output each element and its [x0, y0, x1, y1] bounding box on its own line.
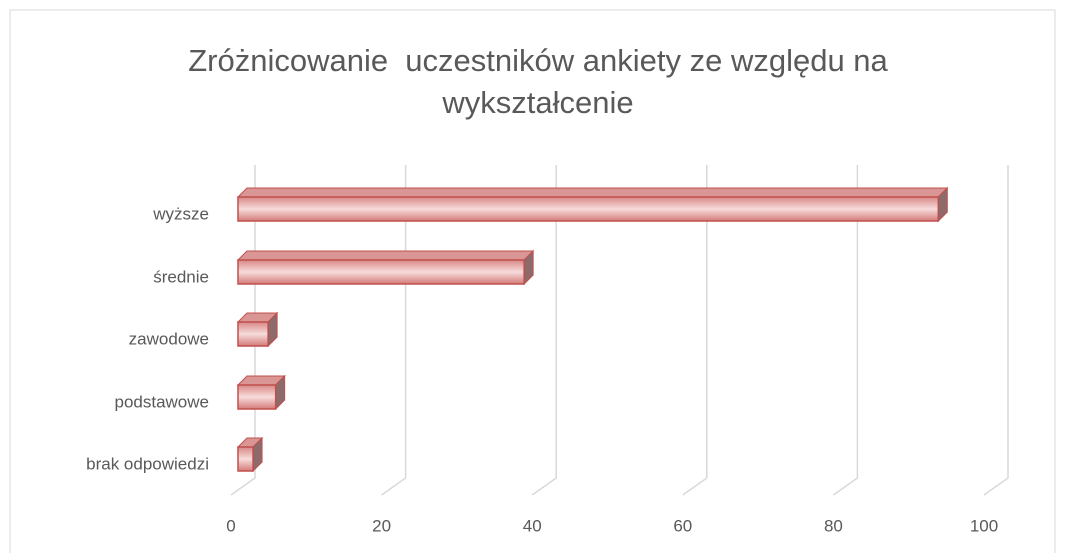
- y-tick-label: podstawowe: [114, 392, 209, 411]
- grid-line: [682, 165, 708, 496]
- bar-front: [237, 321, 269, 347]
- bar: [236, 311, 279, 348]
- x-tick-label: 60: [673, 516, 692, 535]
- y-tick-label: zawodowe: [129, 329, 209, 348]
- bar-front: [237, 446, 254, 472]
- grid-line: [832, 165, 859, 496]
- bar-front: [237, 259, 525, 285]
- grid-line: [983, 165, 1009, 496]
- x-tick-label: 0: [226, 516, 235, 535]
- x-tick-label: 20: [372, 516, 391, 535]
- chart-border: [9, 9, 1056, 553]
- chart-title: Zróżnicowanie uczestników ankiety ze wzg…: [188, 43, 897, 120]
- x-tick-label: 100: [970, 516, 998, 535]
- bar-front: [237, 196, 940, 222]
- y-tick-label: średnie: [153, 267, 209, 286]
- bar-front: [237, 384, 277, 410]
- bar: [236, 249, 535, 286]
- bar-top: [236, 187, 949, 198]
- x-tick-label: 40: [523, 516, 542, 535]
- x-tick-label: 80: [824, 516, 843, 535]
- grid-line: [531, 165, 557, 496]
- bar: [236, 436, 264, 473]
- bar: [236, 374, 286, 411]
- bar: [236, 186, 949, 223]
- bar-top: [236, 250, 535, 261]
- y-tick-label: wyższe: [152, 204, 209, 223]
- y-tick-label: brak odpowiedzi: [86, 454, 209, 473]
